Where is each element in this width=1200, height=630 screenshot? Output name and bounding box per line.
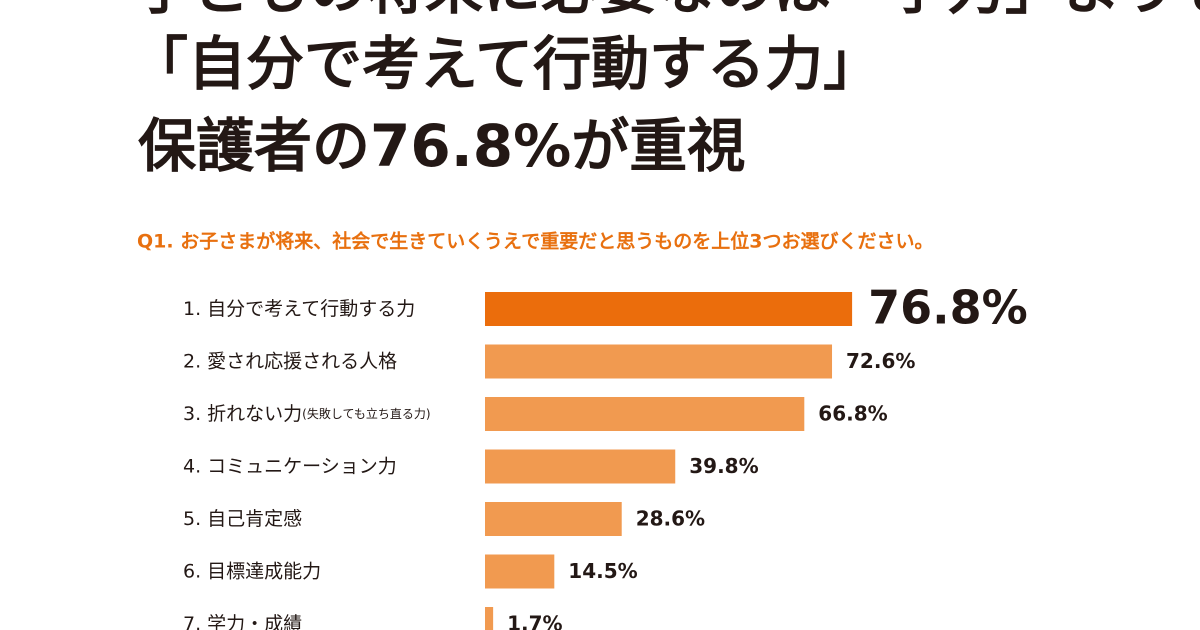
category-name: 2. 愛され応援される人格 [183, 350, 397, 372]
title-line: 保護者の76.8%が重視 [138, 112, 745, 180]
category-label: 2. 愛され応援される人格 [183, 350, 397, 372]
category-label: 6. 目標達成能力 [183, 560, 321, 582]
category-name: 3. 折れない力 [183, 403, 302, 425]
category-label: 5. 自己肯定感 [183, 508, 302, 530]
category-label: 4. コミュニケーション力 [183, 455, 397, 477]
category-name: 5. 自己肯定感 [183, 508, 302, 530]
category-name: 6. 目標達成能力 [183, 560, 321, 582]
title-line: 子どもの将来に必要なのは「学力」よりも [135, 0, 1200, 22]
question: Q1. お子さまが将来、社会で生きていくうえで重要だと思うものを上位3つお選びく… [137, 230, 933, 253]
bar [485, 397, 805, 431]
bar [485, 449, 676, 484]
value-label: 14.5% [568, 559, 637, 583]
bar [485, 607, 494, 630]
bar [485, 344, 833, 379]
category-label: 7. 学力・成績 [183, 613, 302, 630]
value-label: 76.8% [868, 281, 1028, 335]
bar [485, 554, 555, 589]
category-label: 1. 自分で考えて行動する力 [183, 298, 415, 320]
value-label: 66.8% [818, 402, 887, 426]
title-line: 「自分で考えて行動する力」 [130, 30, 881, 98]
category-name: 7. 学力・成績 [183, 613, 302, 630]
value-label: 28.6% [636, 507, 705, 531]
category-name: 1. 自分で考えて行動する力 [183, 298, 415, 320]
value-label: 72.6% [846, 349, 915, 373]
bar [485, 502, 622, 536]
value-label: 1.7% [507, 612, 562, 630]
category-label: 3. 折れない力(失敗しても立ち直る力) [183, 403, 431, 425]
bar [485, 292, 853, 326]
category-note: (失敗しても立ち直る力) [302, 406, 430, 421]
value-label: 39.8% [689, 454, 758, 478]
category-name: 4. コミュニケーション力 [183, 455, 397, 477]
